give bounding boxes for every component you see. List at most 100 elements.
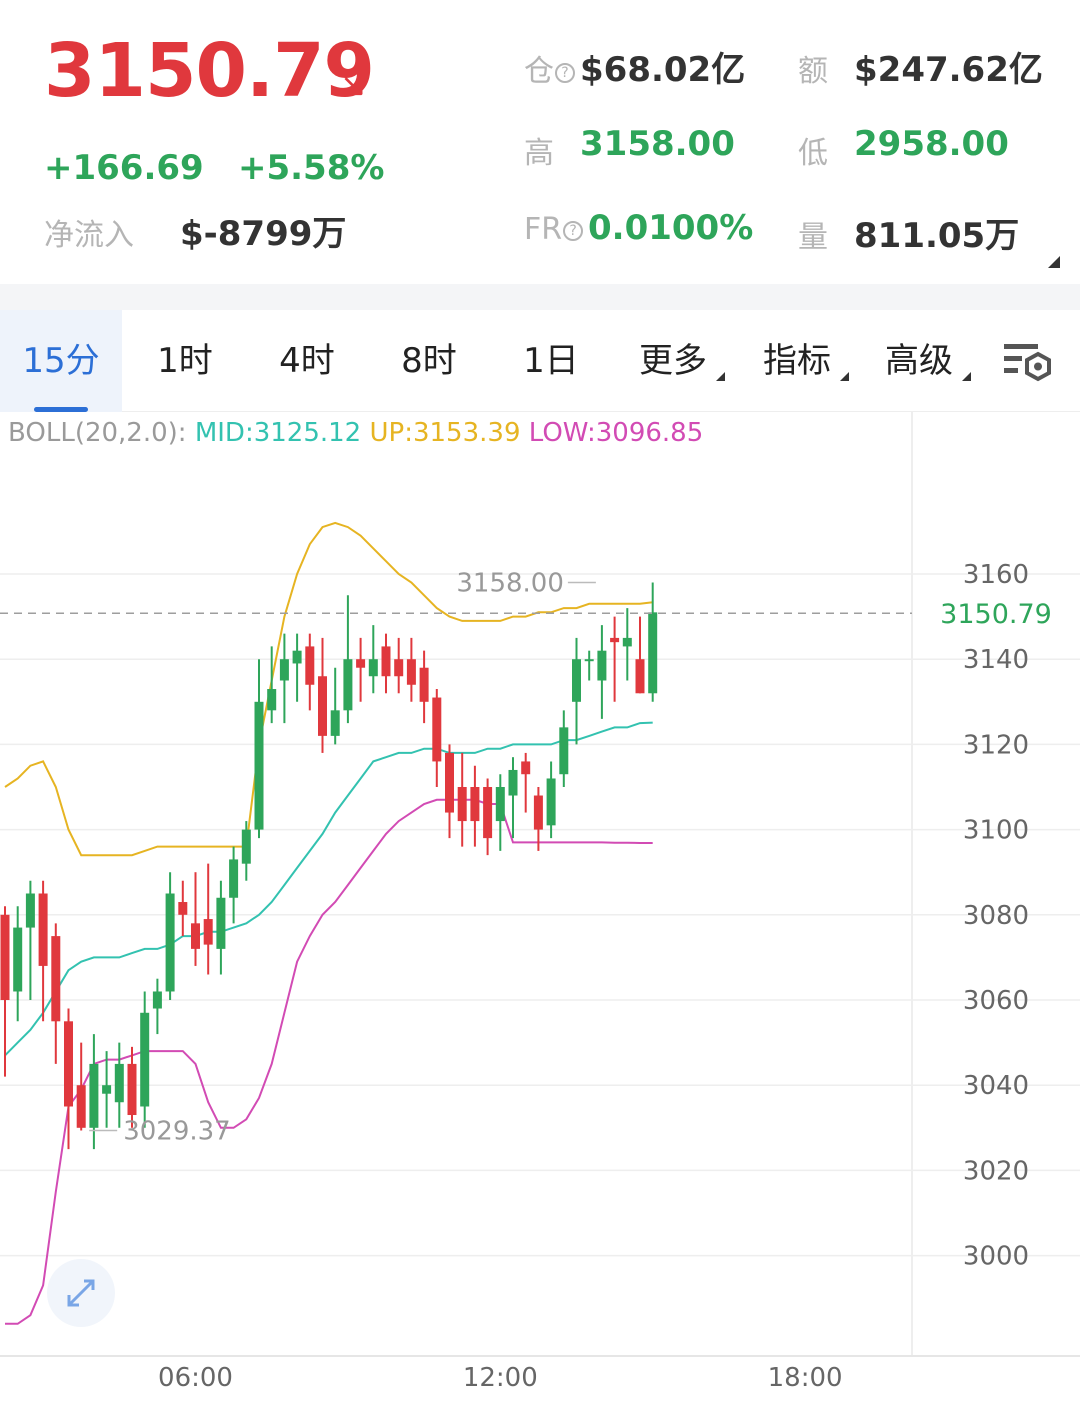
candle-body — [51, 936, 61, 1022]
candle-body — [318, 676, 327, 736]
candle-body — [457, 787, 467, 822]
netflow-value: $-8799万 — [180, 214, 347, 254]
netflow-label: 净流入 — [44, 218, 134, 253]
candle-body — [508, 769, 518, 796]
candle-body — [546, 778, 556, 826]
turnover-value: $247.62亿 — [854, 50, 1043, 90]
last-price-tag — [916, 595, 1080, 632]
candle-body — [229, 859, 239, 898]
candle-body — [152, 991, 162, 1009]
high-marker-label: 3158.00 — [456, 569, 564, 599]
tab-1h[interactable]: 1时 — [157, 341, 213, 381]
candle-body — [0, 914, 10, 1000]
tab-label: 15分 — [22, 341, 100, 381]
tab-advanced[interactable]: 高级 — [885, 341, 953, 381]
timeframe-tabs: 15分 1时 4时 8时 1日 更多 指标 高级 — [0, 310, 1080, 412]
candle-body — [305, 646, 315, 685]
candle-body — [635, 659, 645, 694]
boll-low-line — [5, 798, 653, 1325]
boll-legend-up: UP:3153.39 — [369, 418, 521, 448]
price-change: +166.69 — [44, 148, 204, 188]
candle-body — [140, 1012, 150, 1107]
candle-body — [584, 659, 594, 662]
tab-8h[interactable]: 8时 — [401, 341, 457, 381]
candle-body — [102, 1085, 112, 1094]
active-tab-indicator — [34, 407, 88, 412]
candle-body — [394, 659, 404, 677]
candle-body — [127, 1063, 137, 1116]
expand-arrows-icon[interactable] — [47, 1259, 115, 1327]
candle-body — [254, 701, 264, 830]
candle-body — [89, 1063, 99, 1128]
candle-body — [292, 650, 302, 664]
candle-body — [559, 727, 569, 775]
low-value: 2958.00 — [854, 124, 1009, 164]
candle-body — [191, 923, 200, 949]
candle-body — [64, 1021, 73, 1107]
candle-body — [406, 659, 416, 685]
candle-body — [648, 612, 658, 694]
candle-body — [279, 659, 289, 681]
ticker-header: 3150.79 ↘ +166.69 +5.58% 净流入 $-8799万 仓? … — [0, 0, 1080, 284]
y-tick-label: 3160 — [963, 560, 1029, 590]
boll-legend-mid: MID:3125.12 — [194, 418, 362, 448]
candle-body — [521, 761, 531, 775]
candle-body — [203, 919, 213, 945]
price-change-percent: +5.58% — [238, 148, 385, 188]
candle-body — [165, 893, 175, 992]
candle-body — [343, 659, 353, 711]
open-interest-stat[interactable]: 仓? — [524, 46, 575, 90]
candle-body — [25, 893, 35, 928]
y-tick-label: 3080 — [963, 901, 1029, 931]
candle-body — [470, 787, 480, 822]
price-chart[interactable]: 3160 3140 3120 3100 3080 3060 3040 3020 3000 06:0… — [0, 412, 1080, 1402]
question-icon[interactable]: ? — [563, 221, 584, 241]
chart-settings-icon[interactable] — [1000, 340, 1056, 386]
x-tick-label: 18:00 — [768, 1363, 843, 1393]
boll-legend: BOLL(20,2.0): MID:3125.12 UP:3153.39 LOW… — [8, 418, 703, 448]
candle-body — [76, 1085, 86, 1128]
low-marker-label: 3029.37 — [123, 1116, 231, 1146]
y-tick-label: 3040 — [963, 1071, 1029, 1101]
candle-body — [495, 787, 505, 822]
candle-body — [368, 659, 378, 677]
last-price: 3150.79 — [44, 28, 375, 114]
volume-value: 811.05万 — [854, 216, 1020, 256]
y-tick-label: 3000 — [963, 1242, 1029, 1272]
funding-rate-stat[interactable]: FR? — [524, 212, 584, 247]
y-tick-label: 3020 — [963, 1156, 1029, 1186]
low-label: 低 — [798, 136, 828, 171]
last-price-label: 3150.79 — [940, 599, 1052, 630]
high-value: 3158.00 — [580, 124, 735, 164]
volume-label: 量 — [798, 220, 828, 255]
candle-body — [445, 752, 454, 813]
y-tick-label: 3140 — [963, 645, 1029, 675]
dropdown-caret-icon — [716, 372, 725, 381]
x-tick-label: 12:00 — [463, 1363, 538, 1393]
candle-body — [610, 637, 620, 643]
x-tick-label: 06:00 — [158, 1363, 233, 1393]
candle-body — [483, 787, 493, 839]
tab-15m[interactable]: 15分 — [0, 310, 122, 412]
funding-rate-value: 0.0100% — [588, 208, 754, 248]
section-divider — [0, 284, 1080, 310]
boll-legend-prefix: BOLL(20,2.0): — [8, 418, 187, 448]
y-tick-label: 3120 — [963, 730, 1029, 760]
tab-more[interactable]: 更多 — [639, 341, 707, 381]
dropdown-caret-icon — [840, 372, 849, 381]
high-label: 高 — [524, 136, 554, 171]
candle-body — [597, 650, 607, 681]
turnover-label: 额 — [798, 54, 828, 89]
open-interest-value: $68.02亿 — [580, 50, 746, 90]
question-icon[interactable]: ? — [555, 63, 575, 83]
tab-4h[interactable]: 4时 — [279, 341, 335, 381]
tab-1d[interactable]: 1日 — [523, 341, 579, 381]
candle-body — [216, 897, 226, 949]
expand-corner-icon[interactable] — [1048, 256, 1060, 268]
tab-indicators[interactable]: 指标 — [763, 341, 831, 381]
candle-body — [533, 795, 543, 830]
candle-body — [419, 667, 429, 702]
candle-body — [13, 927, 23, 992]
dropdown-caret-icon — [962, 372, 971, 381]
y-tick-label: 3060 — [963, 986, 1029, 1016]
